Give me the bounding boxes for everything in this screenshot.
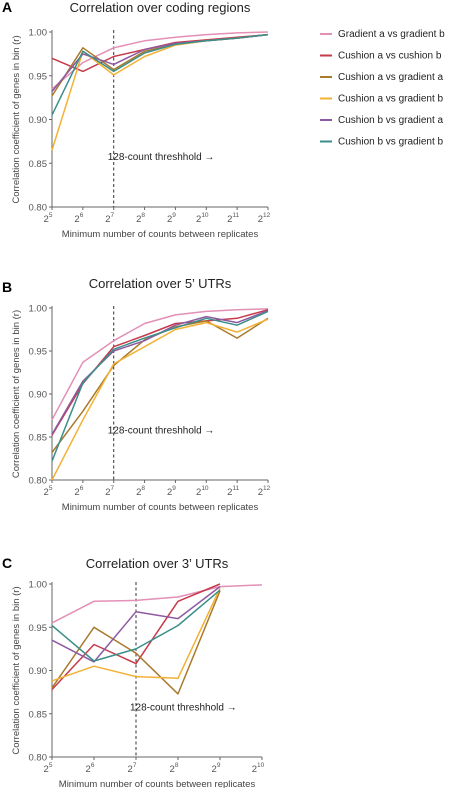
- y-tick-label: 0.85: [29, 159, 48, 170]
- panel-label: C: [2, 555, 12, 571]
- legend-entry: Cushion a vs gradient a: [338, 72, 444, 83]
- x-tick-exponent: 5: [49, 762, 53, 769]
- x-tick-label: 28: [136, 212, 145, 225]
- series-line-cushion-a-vs-gradient-b: [51, 587, 221, 682]
- y-tick-label: 1.00: [29, 28, 48, 39]
- y-tick-label: 0.85: [29, 433, 48, 444]
- legend-entry: Cushion a vs cushion b: [338, 51, 442, 62]
- panel-label: A: [2, 0, 12, 15]
- x-tick-label: 25: [44, 762, 53, 775]
- x-tick-label: 210: [196, 485, 209, 498]
- threshold-annotation: 128-count threshhold →: [108, 152, 215, 163]
- x-tick-exponent: 6: [91, 762, 95, 769]
- legend-entry: Cushion b vs gradient b: [338, 137, 444, 148]
- x-tick-label: 29: [212, 762, 221, 775]
- chart-panel-a: A Correlation over coding regions 0.80 0.85…: [2, 0, 271, 240]
- x-tick-exponent: 6: [80, 212, 84, 219]
- x-tick-exponent: 9: [217, 762, 221, 769]
- x-tick-exponent: 11: [232, 485, 239, 492]
- x-axis-label: Minimum number of counts between replica…: [59, 779, 256, 788]
- x-tick-label: 27: [105, 212, 114, 225]
- y-tick-label: 0.95: [29, 623, 48, 634]
- y-tick-label: 0.80: [29, 476, 48, 487]
- x-tick-label: 211: [227, 212, 239, 225]
- threshold-annotation: 128-count threshhold →: [108, 426, 215, 437]
- x-tick-label: 27: [128, 762, 137, 775]
- series-line-gradient-a-vs-gradient-b: [51, 584, 263, 624]
- legend-entry: Cushion a vs gradient b: [338, 94, 444, 105]
- y-tick-label: 0.85: [29, 709, 48, 720]
- x-tick-label: 29: [167, 212, 176, 225]
- x-tick-label: 210: [252, 762, 265, 775]
- chart-title: Correlation over coding regions: [70, 0, 251, 15]
- series-line-cushion-b-vs-gradient-b: [51, 310, 269, 462]
- x-tick-exponent: 7: [111, 212, 115, 219]
- x-tick-exponent: 8: [141, 212, 145, 219]
- x-tick-exponent: 6: [80, 485, 84, 492]
- x-tick-exponent: 7: [133, 762, 137, 769]
- series-line-cushion-a-vs-gradient-a: [51, 33, 269, 97]
- x-tick-label: 212: [258, 485, 271, 498]
- x-axis-label: Minimum number of counts between replica…: [62, 229, 259, 240]
- x-tick-exponent: 10: [201, 212, 209, 219]
- y-axis-label: Correlation coefficient of genes in bin …: [11, 310, 22, 478]
- x-tick-label: 29: [167, 485, 176, 498]
- y-tick-label: 0.90: [29, 390, 48, 401]
- x-axis-label: Minimum number of counts between replica…: [62, 502, 259, 513]
- x-tick-exponent: 7: [111, 485, 115, 492]
- x-tick-exponent: 10: [257, 762, 265, 769]
- series-line-gradient-a-vs-gradient-b: [51, 31, 269, 90]
- series-line-cushion-b-vs-gradient-a: [51, 33, 269, 92]
- y-tick-label: 0.90: [29, 115, 48, 126]
- chart-title: Correlation over 3’ UTRs: [86, 556, 229, 571]
- threshold-annotation: 128-count threshhold →: [130, 702, 237, 713]
- y-tick-label: 0.90: [29, 666, 48, 677]
- x-tick-label: 28: [170, 762, 179, 775]
- y-axis-label: Correlation coefficient of genes in bin …: [11, 586, 22, 754]
- x-tick-exponent: 5: [49, 212, 53, 219]
- y-axis-label: Correlation coefficient of genes in bin …: [11, 35, 22, 203]
- chart-title: Correlation over 5’ UTRs: [89, 276, 232, 291]
- x-tick-label: 27: [105, 485, 114, 498]
- series-line-gradient-a-vs-gradient-b: [51, 308, 269, 421]
- panel-label: B: [2, 279, 12, 295]
- legend-entry: Cushion b vs gradient a: [338, 115, 444, 126]
- x-tick-exponent: 5: [49, 485, 53, 492]
- x-tick-label: 26: [74, 212, 83, 225]
- x-tick-label: 26: [86, 762, 95, 775]
- x-tick-exponent: 12: [263, 485, 271, 492]
- y-tick-label: 0.80: [29, 753, 48, 764]
- x-tick-exponent: 9: [172, 485, 176, 492]
- x-tick-exponent: 8: [141, 485, 145, 492]
- y-tick-label: 0.80: [29, 203, 48, 214]
- x-tick-label: 212: [258, 212, 271, 225]
- y-tick-label: 0.95: [29, 71, 48, 82]
- legend-entry: Gradient a vs gradient b: [338, 29, 445, 40]
- x-tick-exponent: 11: [232, 212, 239, 219]
- x-tick-label: 210: [196, 212, 209, 225]
- chart-legend: Gradient a vs gradient b Cushion a vs cus…: [320, 29, 445, 148]
- y-tick-label: 1.00: [29, 304, 48, 315]
- series-line-cushion-b-vs-gradient-a: [51, 586, 221, 663]
- x-tick-exponent: 10: [201, 485, 209, 492]
- series-line-cushion-a-vs-cushion-b: [51, 583, 221, 691]
- y-tick-label: 0.95: [29, 347, 48, 358]
- series-line-cushion-b-vs-gradient-b: [51, 33, 269, 116]
- chart-panel-b: B Correlation over 5’ UTRs 0.80 0.85 0.90 0.9…: [2, 276, 271, 513]
- series-line-cushion-a-vs-gradient-a: [51, 590, 221, 695]
- x-tick-label: 26: [74, 485, 83, 498]
- chart-panel-c: C Correlation over 3’ UTRs 0.80 0.85 0.90 0.9…: [2, 555, 265, 788]
- series-line-cushion-a-vs-gradient-b: [51, 318, 269, 481]
- x-tick-exponent: 12: [263, 212, 271, 219]
- x-tick-exponent: 9: [172, 212, 176, 219]
- y-tick-label: 1.00: [29, 580, 48, 591]
- series-line-cushion-b-vs-gradient-b: [51, 589, 221, 662]
- x-tick-label: 28: [136, 485, 145, 498]
- x-tick-label: 25: [44, 212, 53, 225]
- x-tick-label: 25: [44, 485, 53, 498]
- x-tick-label: 211: [227, 485, 239, 498]
- x-tick-exponent: 8: [175, 762, 179, 769]
